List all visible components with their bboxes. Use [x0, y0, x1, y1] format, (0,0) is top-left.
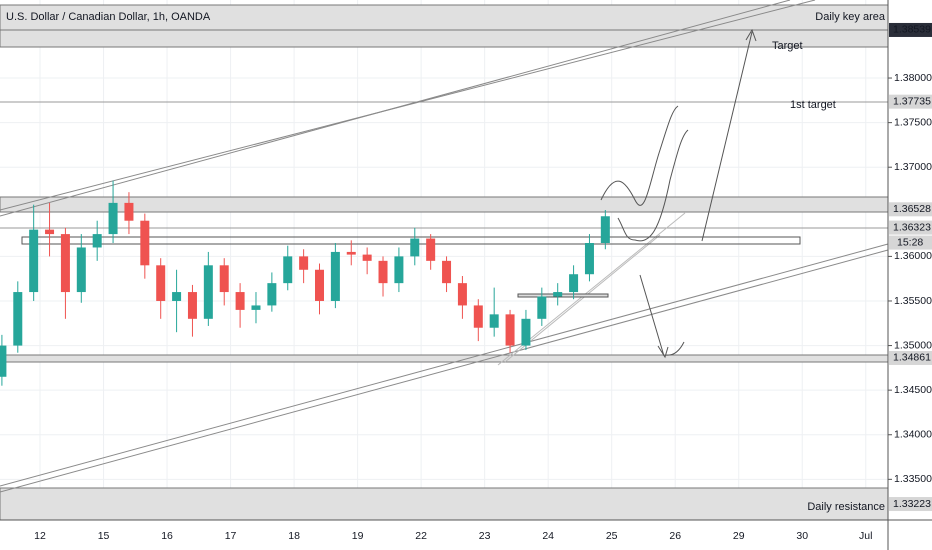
x-tick-label: 30	[796, 530, 808, 542]
x-tick-label: 19	[352, 530, 364, 542]
price-axis	[888, 0, 932, 550]
down-arrow	[639, 274, 685, 359]
annotation: Target	[772, 40, 803, 52]
candle-body	[473, 305, 483, 328]
projection-curve	[600, 105, 679, 206]
candle-body	[0, 345, 7, 377]
x-tick-label: 18	[288, 530, 300, 542]
candle-body	[251, 305, 261, 310]
time-axis	[0, 520, 888, 550]
candle-body	[13, 292, 23, 346]
x-tick-label: Jul	[859, 530, 872, 542]
price-label-box	[889, 22, 932, 37]
candle-body	[29, 229, 39, 293]
price-label: 1.38539	[893, 24, 931, 36]
y-tick-label: 1.36000	[894, 250, 932, 262]
price-label: 1.37735	[893, 95, 931, 107]
y-tick-label: 1.33500	[894, 473, 932, 485]
x-tick-label: 23	[479, 530, 491, 542]
candle-body	[203, 265, 213, 319]
annotation: 1st target	[790, 99, 836, 111]
x-tick-label: 16	[161, 530, 173, 542]
candle-body	[426, 238, 436, 261]
candle-body	[315, 269, 325, 301]
channel-line	[0, 0, 816, 211]
x-tick-label: 15	[98, 530, 110, 542]
candle-body	[299, 256, 309, 270]
candle-body	[521, 318, 531, 346]
y-tick-label: 1.37000	[894, 161, 932, 173]
candle-body	[457, 283, 467, 306]
candle-body	[378, 260, 388, 284]
y-tick-label: 1.35000	[894, 339, 932, 351]
range-box	[517, 293, 609, 298]
x-tick-label: 25	[606, 530, 618, 542]
price-label: 1.36323	[893, 221, 931, 233]
grid	[0, 0, 888, 520]
candle-body	[92, 234, 102, 248]
y-tick-label: 1.34000	[894, 429, 932, 441]
countdown: 15:28	[897, 236, 923, 248]
candle-body	[394, 256, 404, 284]
candle-body	[283, 256, 293, 284]
candle-body	[537, 296, 547, 319]
y-tick-label: 1.38000	[894, 72, 932, 84]
target-arrow	[701, 28, 757, 242]
candle-body	[219, 265, 229, 293]
price-label: 1.34861	[893, 352, 931, 364]
price-label-box	[889, 220, 932, 235]
channel-line	[0, 243, 889, 487]
candle-body	[108, 202, 118, 235]
candles	[0, 180, 610, 386]
candle-body	[569, 274, 579, 293]
candle-body	[600, 216, 610, 244]
candle-body	[505, 314, 515, 346]
candle-body	[553, 292, 563, 297]
candle-body	[156, 265, 166, 301]
price-label-box	[889, 94, 932, 109]
annotation: Daily key area	[815, 11, 886, 23]
channel-line	[0, 249, 889, 493]
candle-body	[45, 229, 55, 235]
candle-body	[410, 238, 420, 257]
candle-body	[489, 314, 499, 328]
candle-body	[346, 251, 356, 255]
candle-body	[76, 247, 86, 293]
candle-body	[267, 283, 277, 306]
daily-resistance-zone	[0, 487, 889, 521]
candle-body	[362, 254, 372, 261]
candle-body	[124, 202, 134, 221]
price-label: 1.33223	[893, 498, 931, 510]
candle-body	[330, 251, 340, 301]
x-tick-label: 17	[225, 530, 237, 542]
candle-body	[235, 292, 245, 310]
candle-body	[172, 292, 182, 301]
chart-title: U.S. Dollar / Canadian Dollar, 1h, OANDA	[6, 11, 211, 23]
price-label-box	[889, 350, 932, 365]
price-label: 1.36528	[893, 203, 931, 215]
candle-body	[60, 234, 70, 293]
x-tick-label: 29	[733, 530, 745, 542]
y-tick-label: 1.37500	[894, 116, 932, 128]
x-tick-label: 22	[415, 530, 427, 542]
price-label-box	[889, 202, 932, 217]
candle-body	[187, 292, 197, 319]
candle-body	[584, 243, 594, 275]
y-tick-label: 1.34500	[894, 384, 932, 396]
price-label-box	[889, 497, 932, 512]
axis-labels: 12 15 16 17 18 19 22 23 24 25 26 29 30 Jul 1.38000 1.37…	[34, 22, 932, 542]
candle-body	[442, 260, 452, 284]
countdown-box	[889, 235, 932, 250]
candle-body	[140, 220, 150, 266]
trend-line	[504, 234, 661, 363]
projection-curve	[617, 129, 689, 242]
annotation: Daily resistance	[807, 501, 885, 513]
x-tick-label: 12	[34, 530, 46, 542]
x-tick-label: 24	[542, 530, 554, 542]
support-zone	[0, 354, 889, 363]
y-tick-label: 1.35500	[894, 295, 932, 307]
x-tick-label: 26	[669, 530, 681, 542]
